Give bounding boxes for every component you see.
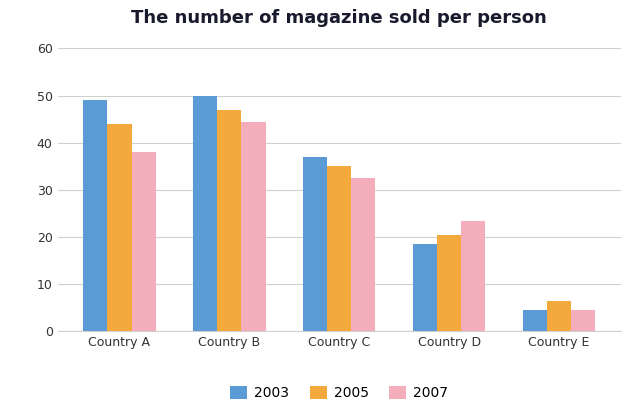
Title: The number of magazine sold per person: The number of magazine sold per person bbox=[131, 9, 547, 27]
Bar bbox=[547, 301, 571, 331]
Bar bbox=[83, 100, 108, 331]
Bar bbox=[413, 244, 437, 331]
Bar bbox=[571, 310, 595, 331]
Bar bbox=[217, 110, 241, 331]
Bar bbox=[461, 221, 485, 331]
Bar bbox=[523, 310, 547, 331]
Bar bbox=[437, 235, 461, 331]
Bar bbox=[241, 122, 266, 331]
Bar bbox=[132, 152, 156, 331]
Bar bbox=[193, 96, 217, 331]
Bar bbox=[108, 124, 132, 331]
Bar bbox=[351, 178, 376, 331]
Bar bbox=[303, 157, 327, 331]
Legend: 2003, 2005, 2007: 2003, 2005, 2007 bbox=[225, 381, 454, 404]
Bar bbox=[327, 166, 351, 331]
